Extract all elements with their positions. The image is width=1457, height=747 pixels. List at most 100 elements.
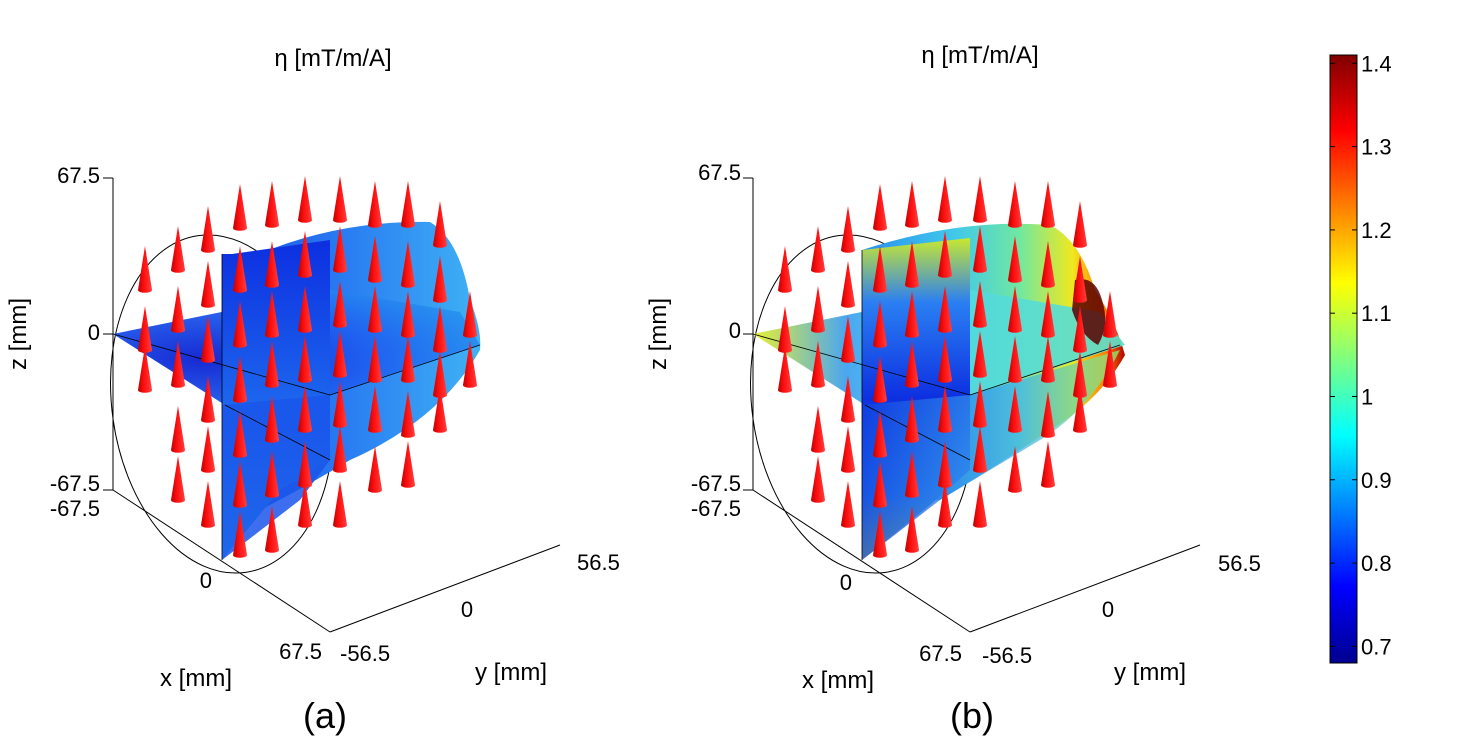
colorbar-tick-label: 0.9: [1361, 468, 1392, 493]
field-vector-cone: [171, 341, 185, 388]
field-vector-cone: [265, 291, 279, 338]
field-vector-cone: [298, 176, 312, 223]
field-vector-cone: [333, 331, 347, 378]
field-vector-cone: [368, 446, 382, 493]
panel-a-y-tick-min: -56.5: [340, 641, 390, 666]
panel-a-x-tick-max: 67.5: [279, 639, 322, 664]
field-vector-cone: [938, 386, 952, 433]
field-vector-cone: [1041, 241, 1055, 288]
field-vector-cone: [1008, 286, 1022, 333]
field-vector-cone: [233, 411, 247, 458]
field-vector-cone: [1041, 441, 1055, 488]
field-vector-cone: [333, 381, 347, 428]
field-vector-cone: [298, 386, 312, 433]
field-vector-cone: [1073, 306, 1087, 353]
field-vector-cone: [841, 426, 855, 473]
field-vector-cone: [433, 201, 447, 248]
field-vector-cone: [778, 346, 792, 393]
field-vector-cone: [873, 301, 888, 348]
panel-b-z-tick-top: 67.5: [698, 160, 741, 185]
panel-b-y-tick-min: -56.5: [982, 643, 1032, 668]
field-vector-cone: [905, 341, 920, 388]
field-vector-cone: [905, 451, 920, 498]
panel-b-label: (b): [950, 695, 994, 736]
panel-b-lower-wedge: [862, 350, 1120, 560]
field-vector-cone: [873, 184, 888, 231]
field-vector-cone: [1008, 181, 1022, 228]
field-vector-cone: [171, 406, 185, 453]
field-vector-cone: [233, 356, 247, 403]
panel-a-title: η [mT/m/A]: [274, 45, 391, 72]
panel-b-x-tick-max: 67.5: [919, 641, 962, 666]
panel-a-x-tick-min: -67.5: [50, 496, 100, 521]
colorbar-gradient: [1329, 54, 1358, 664]
field-vector-cone: [201, 426, 215, 473]
field-vector-cone: [873, 511, 888, 558]
field-vector-cone: [298, 231, 312, 278]
field-vector-cone: [841, 376, 855, 423]
field-vector-cone: [1041, 336, 1055, 383]
field-vector-cone: [265, 241, 279, 288]
field-vector-cone: [265, 396, 279, 443]
field-vector-cone: [873, 411, 888, 458]
field-vector-cone: [368, 286, 382, 333]
field-vector-cone: [401, 391, 415, 438]
panel-a-label: (a): [303, 695, 347, 736]
panel-a-y-tick-mid: 0: [461, 597, 473, 622]
colorbar-tick-label: 1.1: [1361, 301, 1392, 326]
field-vector-cone: [233, 461, 247, 508]
colorbar: 0.7 0.8 0.9 1 1.1 1.2 1.3 1.4: [1329, 51, 1392, 664]
field-vector-cone: [811, 406, 825, 453]
field-vector-cone: [873, 461, 888, 508]
field-vector-cone: [333, 226, 347, 273]
panel-b-x-tick-min: -67.5: [691, 496, 741, 521]
field-vector-cone: [298, 441, 312, 488]
field-vector-cone: [265, 451, 279, 498]
field-vector-cone: [938, 286, 952, 333]
field-vector-cone: [938, 176, 952, 223]
colorbar-tick-label: 1.4: [1361, 51, 1392, 76]
field-vector-cone: [201, 481, 215, 528]
field-vector-cone: [938, 481, 952, 528]
field-vector-cone: [265, 181, 279, 228]
field-vector-cone: [368, 236, 382, 283]
field-vector-cone: [811, 456, 825, 503]
panel-b-xlabel: x [mm]: [802, 667, 874, 694]
field-vector-cone: [1008, 386, 1022, 433]
field-vector-cone: [233, 246, 247, 293]
field-vector-cone: [201, 376, 215, 423]
field-vector-cone: [1008, 446, 1022, 493]
panel-b-title: η [mT/m/A]: [921, 42, 1038, 69]
colorbar-tick-label: 1.2: [1361, 218, 1392, 243]
panel-a-zlabel: z [mm]: [5, 298, 32, 370]
field-vector-cone: [368, 181, 382, 228]
field-vector-cone: [333, 176, 347, 223]
panel-b-zlabel: z [mm]: [645, 298, 672, 370]
panel-a: η [mT/m/A] 67.5 0 -67.5 -67.5 0: [5, 45, 620, 736]
field-vector-cone: [905, 291, 920, 338]
field-vector-cone: [1041, 181, 1055, 228]
field-vector-cone: [298, 481, 312, 528]
field-vector-cone: [778, 246, 792, 293]
field-vector-cone: [138, 346, 152, 393]
panel-b-z-tick-bottom: -67.5: [691, 471, 741, 496]
panel-a-z-tick-top: 67.5: [57, 163, 100, 188]
field-vector-cone: [233, 511, 247, 558]
panel-a-ylabel: y [mm]: [475, 659, 547, 686]
field-vector-cone: [841, 261, 855, 308]
field-vector-cone: [201, 316, 215, 363]
field-vector-cone: [463, 341, 477, 388]
colorbar-tick-label: 0.8: [1361, 551, 1392, 576]
field-vector-cone: [463, 291, 477, 338]
panel-a-xlabel: x [mm]: [160, 665, 232, 692]
field-vector-cone: [811, 341, 825, 388]
field-vector-cone: [171, 456, 185, 503]
field-vector-cone: [938, 336, 952, 383]
field-vector-cone: [233, 184, 247, 231]
field-vector-cone: [368, 336, 382, 383]
field-vector-cone: [201, 206, 215, 253]
field-vector-cone: [973, 426, 987, 473]
field-vector-cone: [298, 336, 312, 383]
field-vector-cone: [973, 281, 987, 328]
